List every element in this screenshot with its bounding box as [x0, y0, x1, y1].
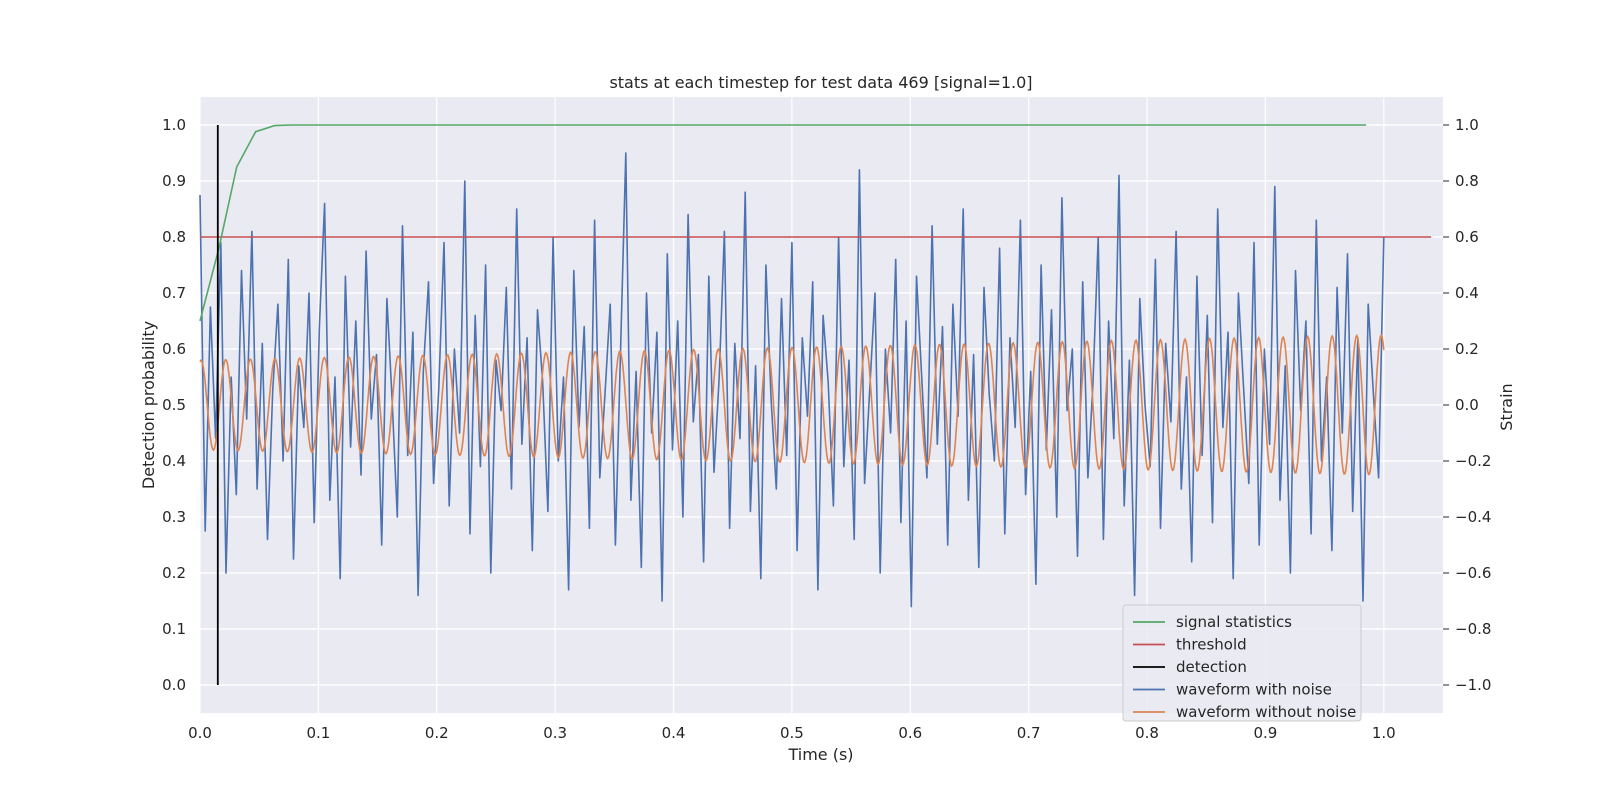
series-layer — [199, 124, 1432, 685]
ticks: 0.0 0.1 0.2 0.3 0.4 0.5 0.6 0.7 0.8 0.9 1.0 0.0 0.1 0… — [162, 116, 1491, 742]
x-tick-label: 0.8 — [1135, 724, 1159, 742]
x-axis-label: Time (s) — [787, 745, 853, 764]
legend-label: threshold — [1176, 636, 1247, 654]
legend-label: waveform with noise — [1176, 681, 1332, 699]
y-tick-label-right: −0.6 — [1455, 564, 1491, 582]
y-tick-label-right: 0.8 — [1455, 172, 1479, 190]
y-tick-label-left: 0.4 — [162, 452, 186, 470]
chart-title: stats at each timestep for test data 469… — [609, 73, 1032, 92]
x-tick-label: 0.0 — [188, 724, 212, 742]
y-tick-label-right: 0.4 — [1455, 284, 1479, 302]
y-tick-label-left: 0.5 — [162, 396, 186, 414]
legend: signal statistics threshold detection wavef… — [1122, 604, 1362, 722]
y-tick-label-right: 1.0 — [1455, 116, 1479, 134]
series-signal-statistics — [199, 124, 1367, 322]
y-tick-label-left: 0.0 — [162, 676, 186, 694]
y-tick-label-right: −0.4 — [1455, 508, 1491, 526]
series-waveform-with-noise — [199, 152, 1385, 608]
legend-box — [1122, 604, 1362, 722]
y-tick-label-right: −0.8 — [1455, 620, 1491, 638]
y-tick-label-right: −0.2 — [1455, 452, 1491, 470]
legend-label: detection — [1176, 658, 1247, 676]
x-tick-label: 0.2 — [425, 724, 449, 742]
y-tick-label-left: 0.1 — [162, 620, 186, 638]
x-tick-label: 1.0 — [1372, 724, 1396, 742]
y-tick-label-right: 0.6 — [1455, 228, 1479, 246]
y-axis-label-left: Detection probability — [139, 321, 158, 489]
y-tick-label-left: 0.6 — [162, 340, 186, 358]
y-tick-label-left: 0.9 — [162, 172, 186, 190]
y-tick-label-left: 0.8 — [162, 228, 186, 246]
x-tick-label: 0.4 — [662, 724, 686, 742]
y-tick-label-left: 1.0 — [162, 116, 186, 134]
y-tick-label-left: 0.7 — [162, 284, 186, 302]
x-tick-label: 0.5 — [780, 724, 804, 742]
series-waveform-without-noise — [199, 333, 1385, 476]
y-tick-label-right: 0.0 — [1455, 396, 1479, 414]
x-tick-label: 0.7 — [1017, 724, 1041, 742]
y-tick-label-right: −1.0 — [1455, 676, 1491, 694]
x-tick-label: 0.9 — [1253, 724, 1277, 742]
x-tick-label: 0.3 — [543, 724, 567, 742]
y-axis-label-right: Strain — [1497, 383, 1516, 430]
x-tick-label: 0.6 — [898, 724, 922, 742]
y-tick-label-left: 0.2 — [162, 564, 186, 582]
legend-label: waveform without noise — [1176, 703, 1356, 721]
x-tick-label: 0.1 — [306, 724, 330, 742]
y-tick-label-right: 0.2 — [1455, 340, 1479, 358]
y-tick-label-left: 0.3 — [162, 508, 186, 526]
legend-label: signal statistics — [1176, 613, 1292, 631]
